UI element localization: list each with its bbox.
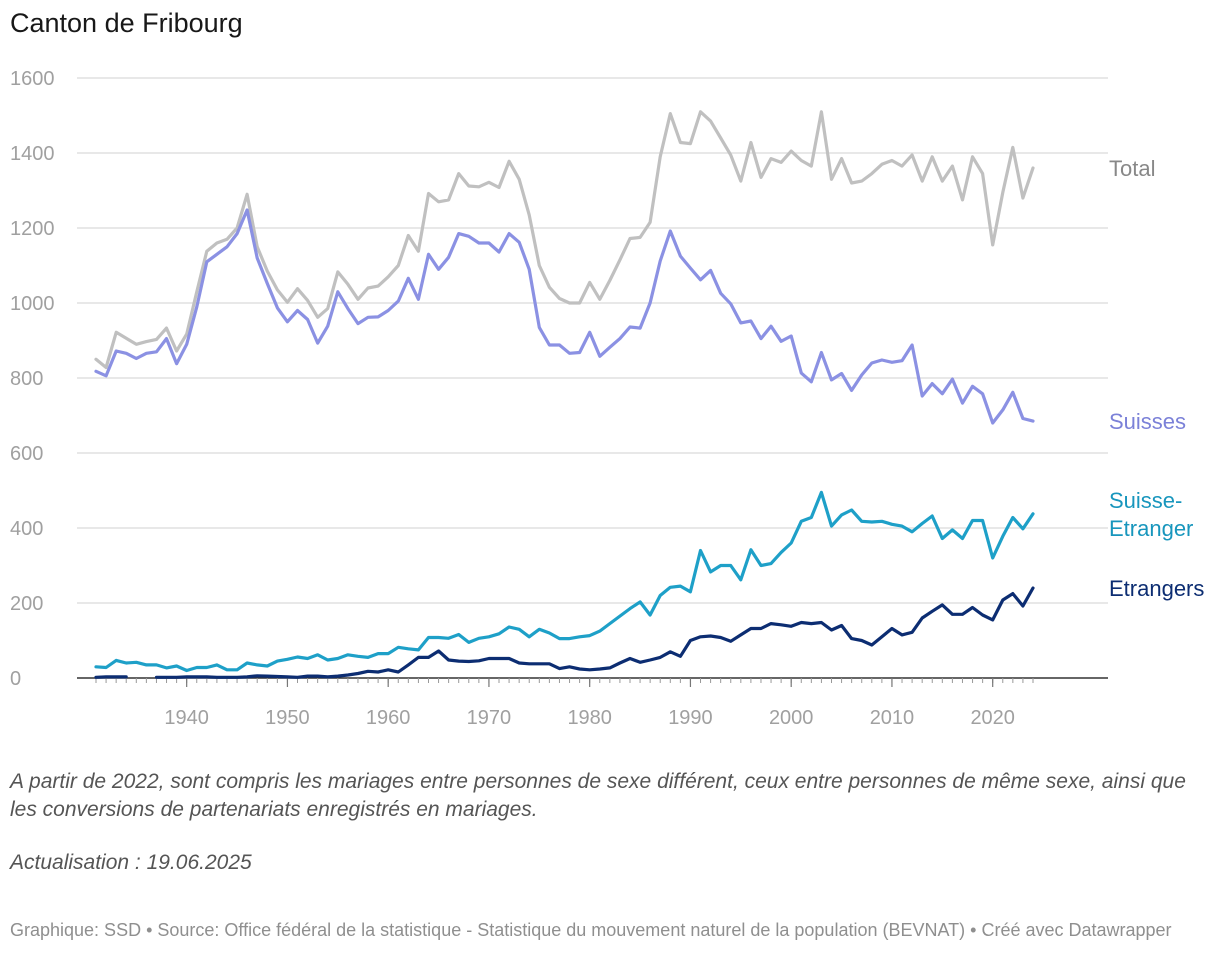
x-tick-1950: 1950 [265, 707, 310, 729]
series-label-line: Suisses [1109, 409, 1186, 434]
chart-note: A partir de 2022, sont compris les maria… [10, 770, 1186, 821]
x-tick-1970: 1970 [467, 707, 512, 729]
y-tick-800: 800 [10, 368, 43, 390]
series-label-line: Suisse- [1109, 488, 1182, 513]
x-axis: 1940 1950 1960 1970 1980 1990 2000 2010 2020 [77, 677, 1108, 729]
series-label-line: Etranger [1109, 516, 1193, 541]
y-axis-ticks: 0 200 400 600 800 1000 1200 1400 1600 [10, 68, 55, 690]
y-tick-1000: 1000 [10, 293, 55, 315]
x-tick-2010: 2010 [870, 707, 915, 729]
y-tick-400: 400 [10, 518, 43, 540]
series-label-line: Total [1109, 156, 1155, 181]
grid-lines [77, 77, 1108, 604]
chart-footer: Graphique: SSD • Source: Office fédéral … [10, 920, 1172, 940]
y-tick-1200: 1200 [10, 218, 55, 240]
series-label-suisse-etranger: Suisse- Etranger [1109, 488, 1193, 541]
x-tick-1990: 1990 [668, 707, 713, 729]
series-labels: Total Suisses Suisse- Etranger Etrangers [1109, 156, 1204, 601]
series-line-suisses [94, 208, 1035, 425]
x-tick-1940: 1940 [164, 707, 209, 729]
series-line-suisse-etranger [94, 490, 1035, 673]
x-tick-1980: 1980 [567, 707, 612, 729]
x-tick-1960: 1960 [366, 707, 411, 729]
y-tick-200: 200 [10, 593, 43, 615]
series-label-total: Total [1109, 156, 1155, 181]
series-lines [94, 110, 1035, 679]
update-date: Actualisation : 19.06.2025 [10, 851, 252, 874]
chart-title: Canton de Fribourg [10, 8, 243, 38]
series-line-total [94, 110, 1035, 370]
series-label-line: Etrangers [1109, 576, 1204, 601]
y-tick-600: 600 [10, 443, 43, 465]
series-label-suisses: Suisses [1109, 409, 1186, 434]
y-tick-0: 0 [10, 668, 21, 690]
x-tick-2020: 2020 [970, 707, 1015, 729]
x-tick-2000: 2000 [769, 707, 814, 729]
y-tick-1600: 1600 [10, 68, 55, 90]
series-line-etrangers [94, 586, 1035, 679]
series-label-etrangers: Etrangers [1109, 576, 1204, 601]
y-tick-1400: 1400 [10, 143, 55, 165]
